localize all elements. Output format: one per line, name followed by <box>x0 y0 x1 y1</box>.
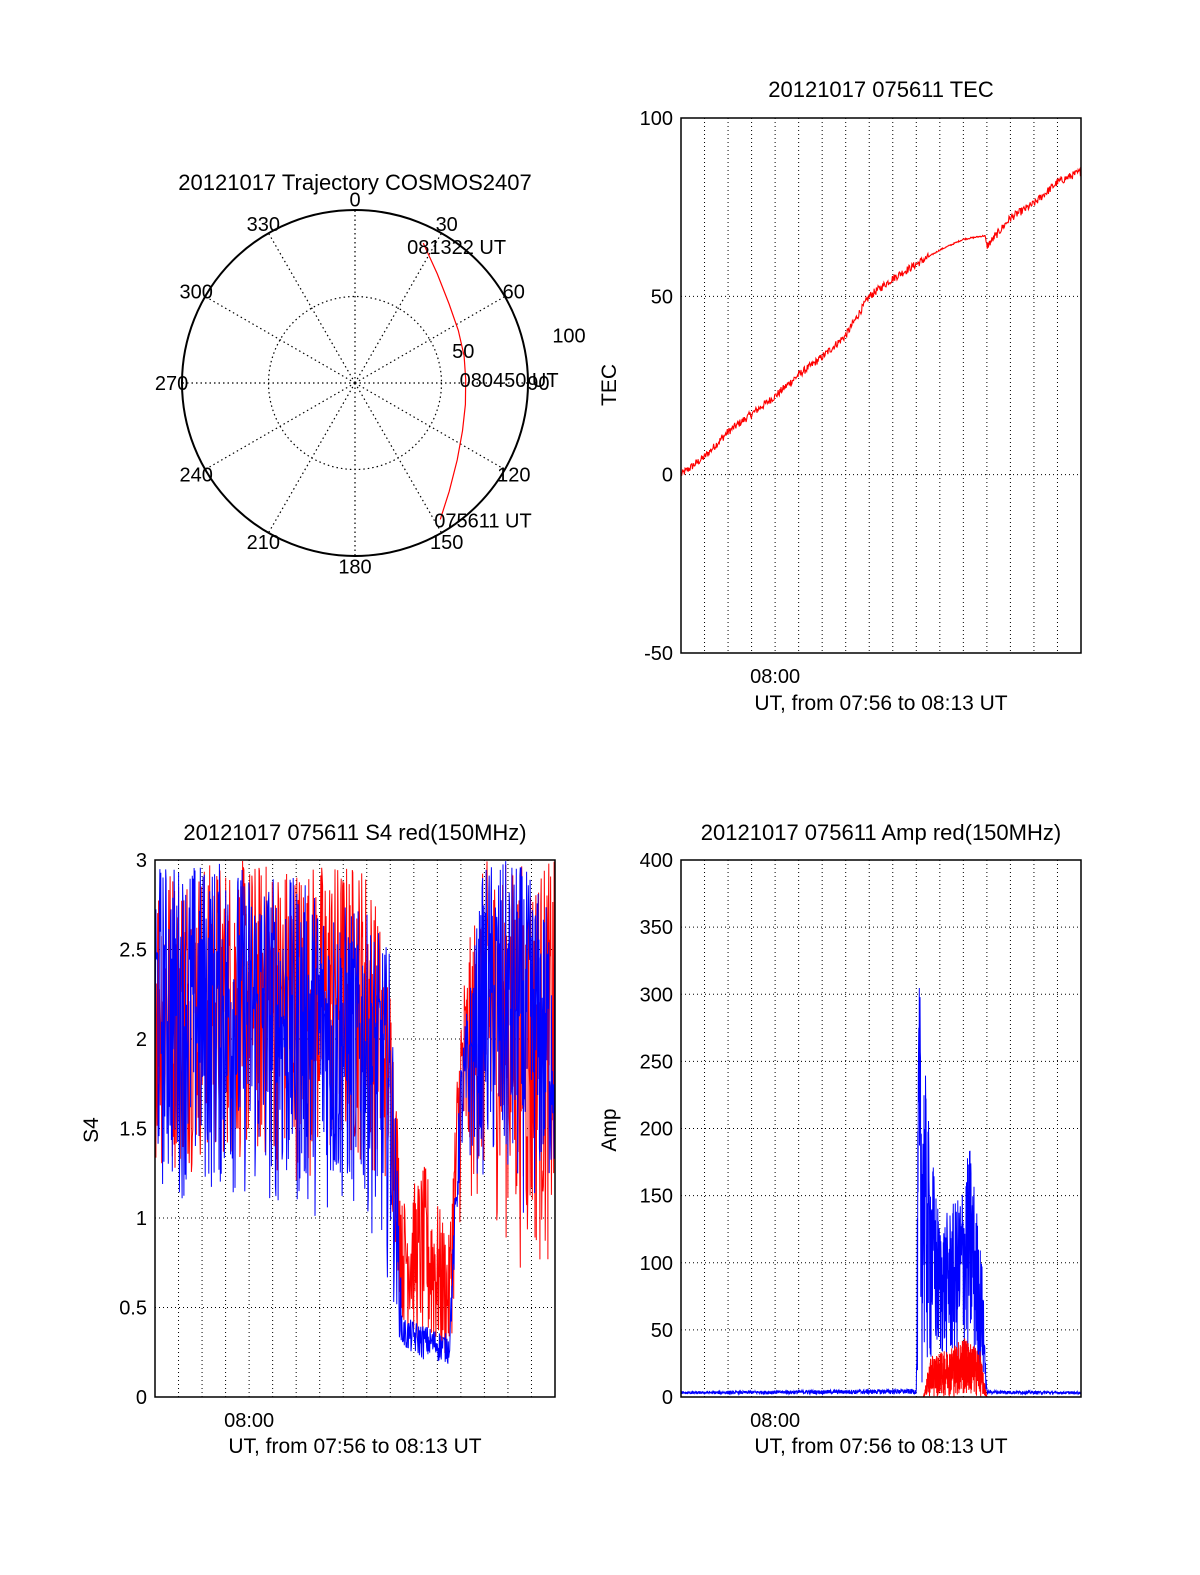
polar-title: 20121017 Trajectory COSMOS2407 <box>178 170 531 195</box>
y-tick-label: 2.5 <box>119 940 147 962</box>
polar-spoke <box>204 382 356 471</box>
y-tick-label: 400 <box>640 850 673 872</box>
y-tick-label: 0.5 <box>119 1298 147 1320</box>
s4-blue-series <box>154 861 556 1364</box>
polar-grid <box>181 209 529 557</box>
y-tick-label: 0 <box>662 465 673 487</box>
s4-plot-area: 0 0.5 1 1.5 2 2.5 3 08:00 <box>119 850 556 1432</box>
amp-blue-series <box>680 987 1082 1396</box>
trajectory-annotations: 081322 UT 080450 UT 075611 UT <box>407 237 558 532</box>
polar-angle-label: 180 <box>338 556 371 578</box>
trajectory-time-label: 081322 UT <box>407 237 506 259</box>
polar-angle-label: 300 <box>180 281 213 303</box>
polar-spoke <box>354 382 506 471</box>
y-tick-label: 2 <box>136 1029 147 1051</box>
trajectory-line <box>422 242 467 520</box>
tec-title: 20121017 075611 TEC <box>768 77 994 102</box>
polar-spoke <box>267 382 356 534</box>
plot-frame <box>154 859 556 1398</box>
y-tick-label: 150 <box>640 1186 673 1208</box>
y-tick-label: 200 <box>640 1119 673 1141</box>
polar-angle-label: 0 <box>349 190 360 212</box>
x-tick-label: 08:00 <box>750 666 800 688</box>
polar-angle-label: 210 <box>247 532 280 554</box>
polar-angle-label: 240 <box>180 465 213 487</box>
polar-outer-circle <box>181 209 529 557</box>
y-tick-label: 250 <box>640 1051 673 1073</box>
polar-angle-label: 60 <box>503 281 525 303</box>
amp-panel: 20121017 075611 Amp red(150MHz) Amp UT, … <box>598 820 1082 1458</box>
y-tick-label: 0 <box>136 1387 147 1409</box>
amp-ylabel: Amp <box>598 1108 621 1151</box>
polar-radius-label: 100 <box>552 326 585 348</box>
polar-spoke <box>354 295 506 384</box>
tec-panel: 20121017 075611 TEC TEC UT, from 07:56 t… <box>598 77 1082 715</box>
polar-angle-label: 30 <box>436 214 458 236</box>
polar-spoke <box>204 295 356 384</box>
s4-title: 20121017 075611 S4 red(150MHz) <box>183 820 526 845</box>
y-tick-label: 1 <box>136 1208 147 1230</box>
polar-angle-label: 270 <box>155 373 188 395</box>
x-tick-label: 08:00 <box>750 1410 800 1432</box>
amp-xlabel: UT, from 07:56 to 08:13 UT <box>754 1435 1007 1458</box>
polar-panel: 20121017 Trajectory COSMOS2407 0 30 60 90 12… <box>155 170 586 578</box>
y-tick-label: 50 <box>651 1320 673 1342</box>
y-tick-label: 1.5 <box>119 1119 147 1141</box>
polar-spoke <box>354 232 443 384</box>
s4-ylabel: S4 <box>80 1117 103 1143</box>
y-tick-label: 100 <box>640 1253 673 1275</box>
y-tick-label: 50 <box>651 286 673 308</box>
polar-angle-label: 120 <box>497 465 530 487</box>
polar-angle-label: 330 <box>247 214 280 236</box>
y-tick-label: 0 <box>662 1387 673 1409</box>
plot-frame <box>680 859 1082 1398</box>
x-tick-label: 08:00 <box>224 1410 274 1432</box>
tec-xlabel: UT, from 07:56 to 08:13 UT <box>754 692 1007 715</box>
trajectory-time-label: 075611 UT <box>434 510 531 532</box>
tec-series-line <box>680 166 1082 476</box>
plot-frame <box>680 117 1082 654</box>
tec-plot-area: -50 0 50 100 08:00 <box>640 108 1082 688</box>
s4-panel: 20121017 075611 S4 red(150MHz) S4 UT, fr… <box>80 820 556 1458</box>
polar-spoke <box>267 232 356 384</box>
y-tick-label: 300 <box>640 984 673 1006</box>
amp-title: 20121017 075611 Amp red(150MHz) <box>701 820 1061 845</box>
y-tick-label: 3 <box>136 850 147 872</box>
polar-angle-label: 90 <box>527 373 549 395</box>
y-tick-label: 100 <box>640 108 673 130</box>
amp-plot-area: 0 50 100 150 200 250 300 350 400 08:00 <box>640 850 1082 1432</box>
polar-spoke <box>354 382 443 534</box>
y-tick-label: -50 <box>644 643 673 665</box>
y-tick-label: 350 <box>640 917 673 939</box>
amp-red-series <box>922 1338 988 1398</box>
polar-angle-label: 150 <box>430 532 463 554</box>
s4-xlabel: UT, from 07:56 to 08:13 UT <box>228 1435 481 1458</box>
trajectory-time-label: 080450 UT <box>460 370 559 392</box>
tec-ylabel: TEC <box>598 364 621 406</box>
